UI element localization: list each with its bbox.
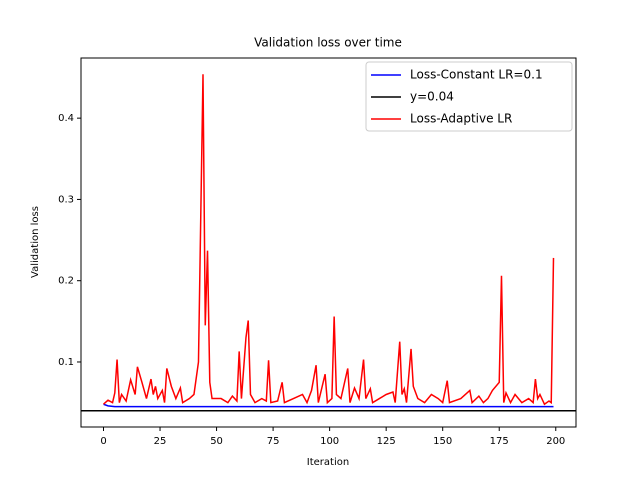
x-tick-label: 0 [100, 436, 106, 447]
x-tick-label: 150 [433, 436, 452, 447]
y-tick-label: 0.4 [58, 113, 74, 124]
legend-label: Loss-Constant LR=0.1 [410, 68, 543, 82]
x-tick-label: 125 [377, 436, 396, 447]
x-axis-label: Iteration [307, 457, 349, 468]
data-line [103, 403, 554, 408]
legend-label: y=0.04 [410, 90, 454, 104]
plot-frame [80, 57, 577, 428]
y-tick-label: 0.1 [58, 357, 74, 368]
legend-label: Loss-Adaptive LR [410, 112, 512, 126]
x-tick-label: 200 [546, 436, 565, 447]
y-tick-label: 0.3 [58, 194, 74, 205]
x-tick-label: 75 [267, 436, 280, 447]
x-tick-label: 25 [154, 436, 167, 447]
x-tick-label: 175 [490, 436, 509, 447]
x-tick-label: 50 [210, 436, 223, 447]
data-line [102, 74, 555, 406]
chart-title: Validation loss over time [254, 36, 402, 50]
legend-box [365, 61, 573, 132]
y-axis-label: Validation loss [30, 206, 41, 278]
x-tick-label: 100 [320, 436, 339, 447]
y-tick-label: 0.2 [58, 276, 74, 287]
